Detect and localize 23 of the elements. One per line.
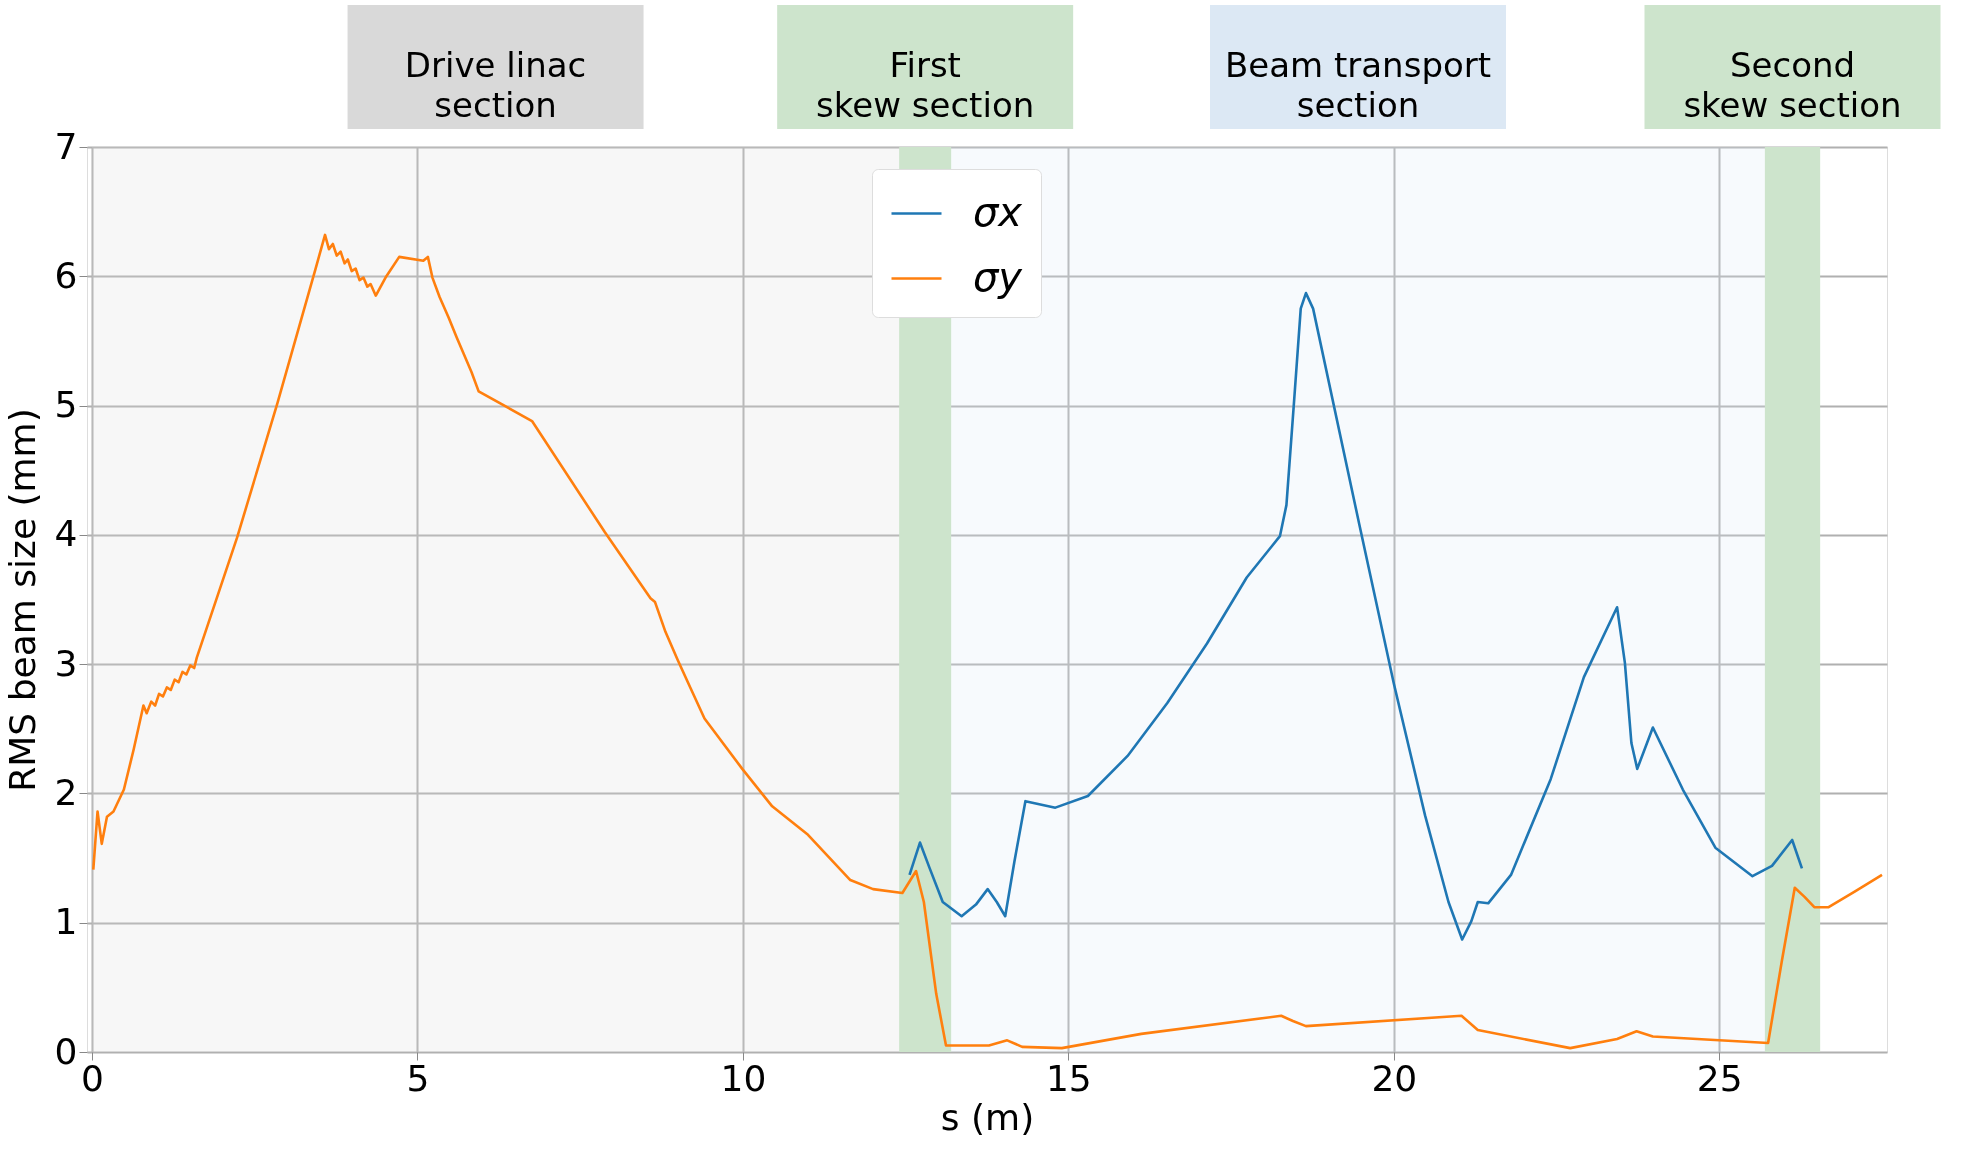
y-tick-label: 0: [54, 1030, 78, 1072]
x-tick-label: 0: [81, 1057, 104, 1099]
x-tick-label: 25: [1696, 1057, 1743, 1099]
y-tick-label: 1: [54, 901, 78, 943]
y-tick-label: 5: [54, 384, 78, 426]
line-series: [92, 233, 1884, 1050]
y-tick-label: 4: [54, 513, 78, 555]
band-label: Beam transport section: [1224, 45, 1492, 125]
y-tick-label: 7: [54, 125, 78, 167]
x-tick-label: 20: [1371, 1057, 1418, 1099]
y-tick-label: 2: [54, 771, 78, 813]
x-tick-label: 10: [720, 1057, 767, 1099]
y-tick-label: 6: [54, 254, 78, 296]
band-label: First skew section: [816, 45, 1035, 125]
y-tick-label: 3: [54, 642, 78, 684]
x-tick-label: 5: [406, 1057, 430, 1099]
legend-label: σy: [973, 253, 1024, 300]
band-label: Drive linac section: [404, 45, 587, 125]
x-tick-label: 15: [1045, 1057, 1092, 1099]
band-label: Second skew section: [1683, 45, 1902, 125]
x-axis-title: s (m): [940, 1096, 1035, 1138]
legend-label: σx: [973, 188, 1023, 235]
y-axis-title: RMS beam size (mm): [1, 408, 43, 792]
